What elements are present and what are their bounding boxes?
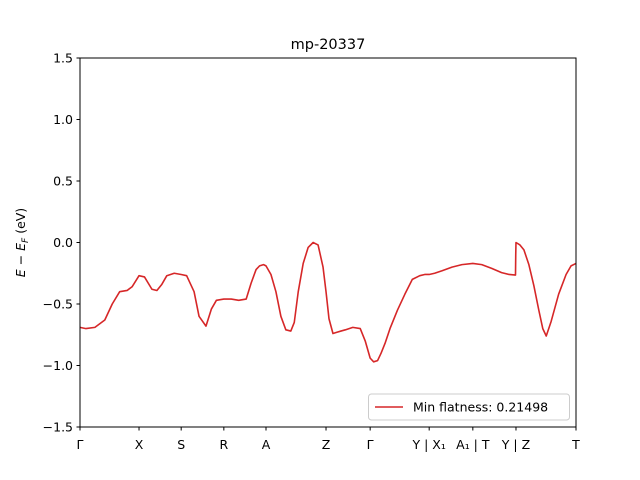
y-tick-label: 0.0 — [53, 235, 73, 250]
x-axis: Γ X S R A Z Γ Y | X₁ A₁ | T Y | Z T — [77, 427, 580, 452]
y-tick-label: −1.0 — [43, 358, 73, 373]
y-axis: 1.5 1.0 0.5 0.0 −0.5 −1.0 −1.5 — [43, 51, 80, 435]
legend: Min flatness: 0.21498 — [368, 393, 570, 421]
x-tick-label: Γ — [367, 437, 374, 452]
plot-area — [79, 241, 577, 363]
y-tick-label: −0.5 — [43, 297, 73, 312]
x-tick-label: R — [219, 437, 228, 452]
band-line — [79, 241, 577, 363]
y-axis-label: E − EF (eV) — [13, 208, 31, 277]
y-tick-label: 1.5 — [53, 51, 73, 66]
x-tick-label: T — [571, 437, 580, 452]
x-tick-label: Y | X₁ — [411, 437, 445, 452]
x-tick-label: A₁ | T — [456, 437, 490, 452]
plot-frame — [79, 57, 577, 428]
x-tick-label: X — [135, 437, 144, 452]
x-tick-label: Z — [322, 437, 331, 452]
y-tick-label: 0.5 — [53, 174, 73, 189]
x-tick-label: Y | Z — [501, 437, 530, 452]
x-tick-label: A — [262, 437, 271, 452]
chart-title: mp-20337 — [291, 37, 366, 53]
x-tick-label: Γ — [77, 437, 84, 452]
legend-box — [368, 393, 570, 421]
y-tick-label: 1.0 — [53, 112, 73, 127]
y-tick-label: −1.5 — [43, 420, 73, 435]
x-tick-label: S — [177, 437, 185, 452]
legend-label: Min flatness: 0.21498 — [413, 400, 548, 415]
